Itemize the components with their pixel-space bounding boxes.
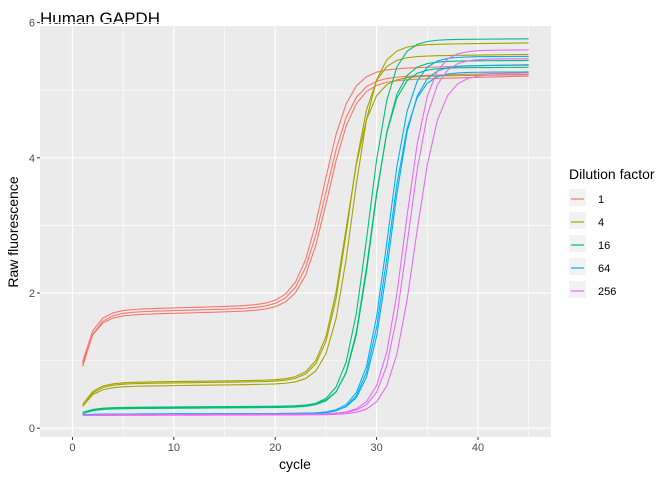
legend-label-64: 64 (598, 263, 610, 275)
chart-title: Human GAPDH (40, 9, 160, 28)
legend-title: Dilution factor (569, 166, 655, 182)
series-line-4 (82, 42, 529, 407)
legend-key-1 (569, 189, 586, 206)
plot-panel (40, 26, 551, 437)
legend-label-16: 16 (598, 240, 610, 252)
legend-key-64 (569, 258, 586, 275)
x-axis-title: cycle (279, 456, 311, 472)
series-lines (82, 38, 529, 417)
legend-key-256 (569, 281, 586, 298)
x-tick-label: 30 (370, 442, 382, 454)
major-gridlines (40, 22, 551, 437)
series-line-1 (82, 72, 529, 367)
y-tick-label: 2 (29, 288, 35, 300)
x-tick-label: 40 (472, 442, 484, 454)
y-axis-title: Raw fluorescence (5, 176, 21, 287)
legend-label-4: 4 (598, 217, 604, 229)
series-line-1 (82, 75, 529, 364)
y-tick-label: 4 (29, 153, 35, 165)
x-tick-label: 20 (269, 442, 281, 454)
x-tick-label: 0 (69, 442, 75, 454)
minor-gridlines (40, 26, 551, 437)
y-axis: 0 2 4 6 (29, 18, 40, 435)
legend-label-256: 256 (598, 286, 616, 298)
series-line-256 (82, 73, 529, 417)
legend-key-4 (569, 212, 586, 229)
x-tick-label: 10 (168, 442, 180, 454)
series-line-256 (82, 58, 529, 417)
y-tick-label: 0 (29, 423, 35, 435)
series-line-4 (82, 74, 529, 405)
y-tick-label: 6 (29, 18, 35, 30)
series-line-64 (82, 64, 529, 416)
legend-label-1: 1 (598, 194, 604, 206)
legend: 1 4 16 64 256 (569, 189, 616, 298)
series-line-16 (82, 66, 529, 415)
legend-key-16 (569, 235, 586, 252)
series-line-16 (82, 59, 529, 413)
x-axis: 0 10 20 30 40 (69, 437, 484, 454)
